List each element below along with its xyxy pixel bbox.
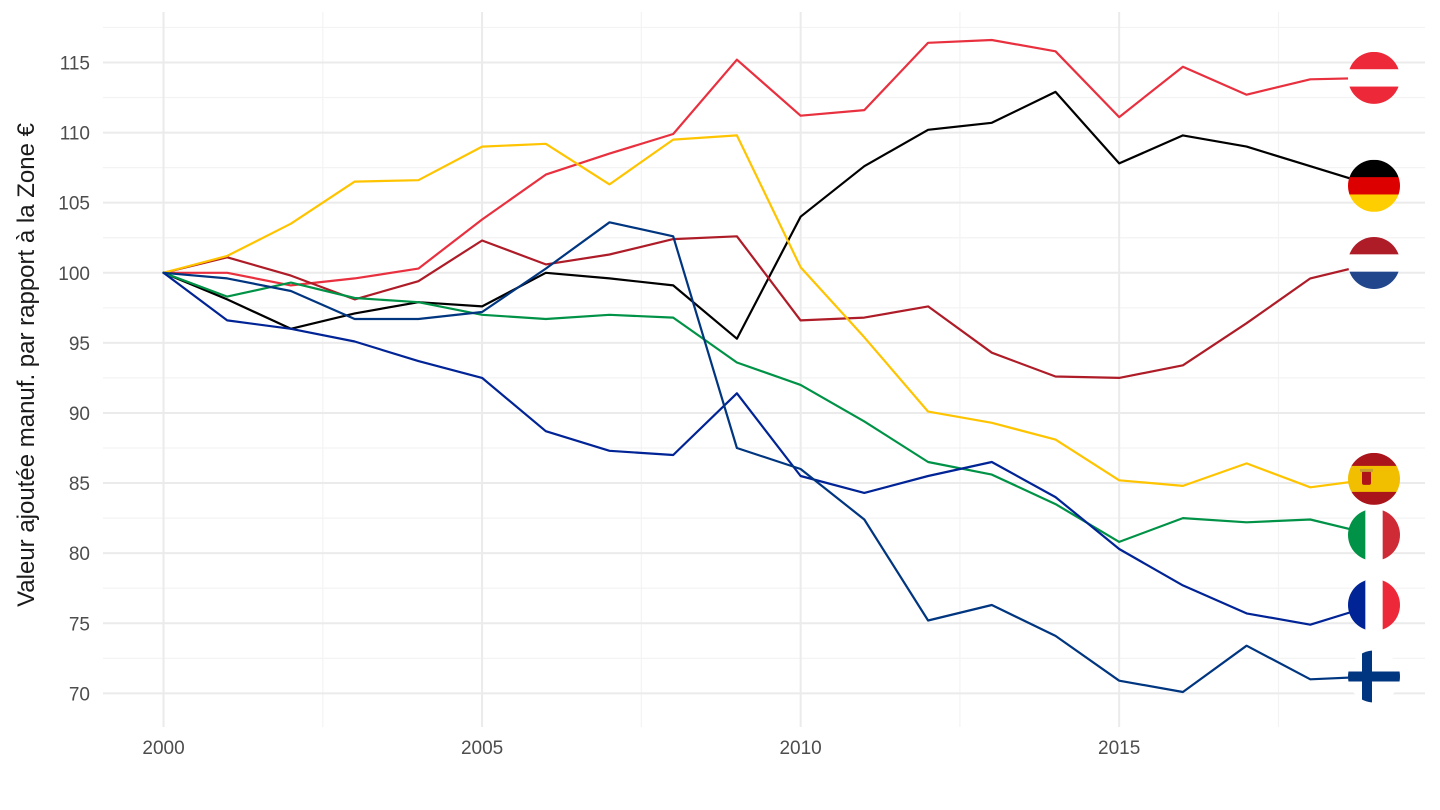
series-line-netherlands [162, 235, 1376, 379]
series-line-germany [162, 90, 1376, 340]
y-tick-label: 70 [69, 684, 90, 705]
y-axis-tick-labels: 70 75 80 85 90 95 100 105 110 115 [58, 53, 90, 705]
austria-flag [1348, 51, 1400, 104]
y-axis-title: Valeur ajoutée manuf. par rapport à la Z… [13, 122, 40, 607]
x-tick-label: 2015 [1098, 738, 1140, 759]
y-tick-label: 80 [69, 544, 90, 565]
netherlands-flag [1348, 237, 1400, 289]
series-line-france [162, 271, 1376, 626]
y-tick-label: 105 [58, 194, 90, 215]
finland-flag [1348, 650, 1400, 703]
y-tick-label: 100 [58, 264, 90, 285]
flag-markers [1348, 51, 1400, 703]
france-flag [1348, 579, 1400, 631]
x-tick-label: 2005 [461, 738, 503, 759]
series-lines [162, 38, 1376, 694]
y-tick-label: 115 [60, 53, 90, 74]
series-line-spain [162, 134, 1376, 489]
major-gridlines [103, 12, 1425, 727]
x-tick-label: 2000 [142, 738, 184, 759]
italy-flag [1348, 508, 1400, 561]
series-line-italy [162, 271, 1376, 544]
germany-flag [1348, 159, 1400, 212]
y-tick-label: 110 [60, 124, 90, 145]
y-tick-label: 75 [69, 614, 90, 635]
series-line-austria [162, 38, 1376, 287]
minor-gridlines [103, 12, 1425, 727]
y-tick-label: 90 [69, 404, 90, 425]
spain-flag [1348, 452, 1400, 505]
y-tick-label: 85 [69, 474, 90, 495]
x-axis-tick-labels: 2000 2005 2010 2015 [142, 738, 1140, 759]
series-line-finland [162, 221, 1376, 694]
y-tick-label: 95 [69, 334, 90, 355]
x-tick-label: 2010 [779, 738, 821, 759]
